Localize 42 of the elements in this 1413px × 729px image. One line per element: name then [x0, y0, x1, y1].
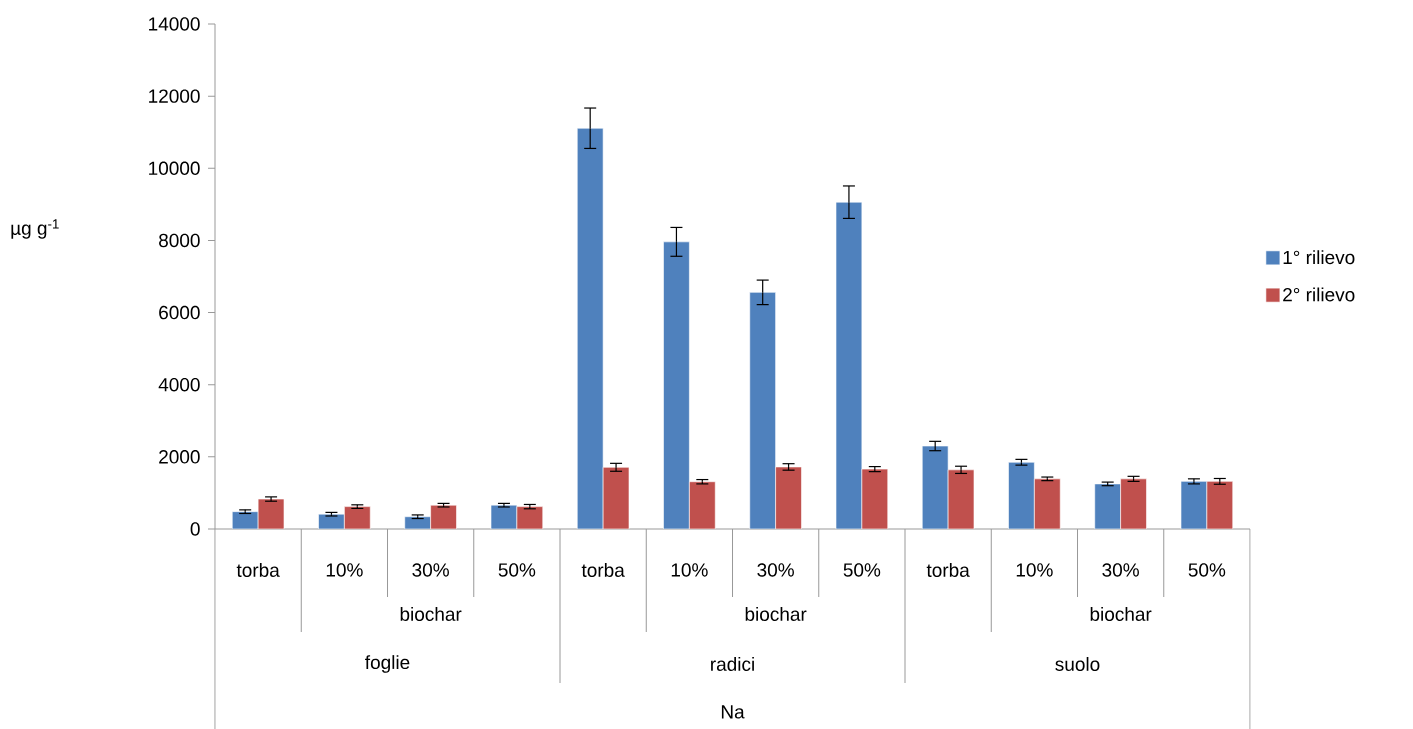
- y-tick-label: 4000: [158, 377, 200, 392]
- bar: [1034, 478, 1061, 529]
- y-axis-title: µg g$^{-1}$: [11, 219, 59, 239]
- legend-label: 2° rilievo: [1283, 287, 1355, 302]
- bar: [775, 466, 802, 529]
- y-tick-label: 14000: [149, 17, 200, 31]
- x-tick-label: 10%: [326, 563, 363, 577]
- bar: [1206, 480, 1234, 529]
- text: biochar: [400, 606, 462, 621]
- x-tick-label: 50%: [843, 563, 881, 577]
- y-tick-label: 8000: [159, 233, 200, 247]
- bar: [689, 481, 716, 529]
- x-tick-label: 10%: [671, 563, 708, 577]
- bar: [861, 468, 889, 529]
- text: biochar: [745, 606, 807, 621]
- y-tick-label: 2000: [159, 449, 200, 464]
- text: radici: [711, 656, 754, 671]
- x-tick-label: torba: [581, 562, 625, 577]
- x-tick-label: 30%: [1102, 563, 1139, 577]
- text: suolo: [1055, 656, 1100, 671]
- x-tick-label: torba: [926, 562, 970, 577]
- x-tick-label: 30%: [757, 563, 794, 577]
- y-tick-label: 6000: [159, 305, 200, 320]
- text: Na: [721, 705, 745, 719]
- x-tick-label: 50%: [1188, 563, 1226, 577]
- bar: [257, 498, 285, 529]
- x-tick-label: 50%: [498, 563, 536, 577]
- y-tick-label: 10000: [149, 161, 200, 175]
- text: biochar: [1090, 606, 1152, 621]
- bar: [344, 506, 371, 529]
- x-tick-label: 10%: [1016, 563, 1053, 577]
- bar: [602, 466, 630, 529]
- bar: [1120, 478, 1147, 529]
- y-tick-label: 0: [190, 522, 200, 536]
- legend-label: 1° rilievo: [1283, 249, 1355, 264]
- y-tick-label: 12000: [149, 89, 200, 103]
- bar: [947, 469, 975, 529]
- text: foglie: [365, 654, 410, 673]
- x-tick-label: torba: [236, 562, 280, 577]
- bar: [516, 506, 544, 529]
- bar: [430, 504, 457, 529]
- x-tick-label: 30%: [412, 563, 449, 577]
